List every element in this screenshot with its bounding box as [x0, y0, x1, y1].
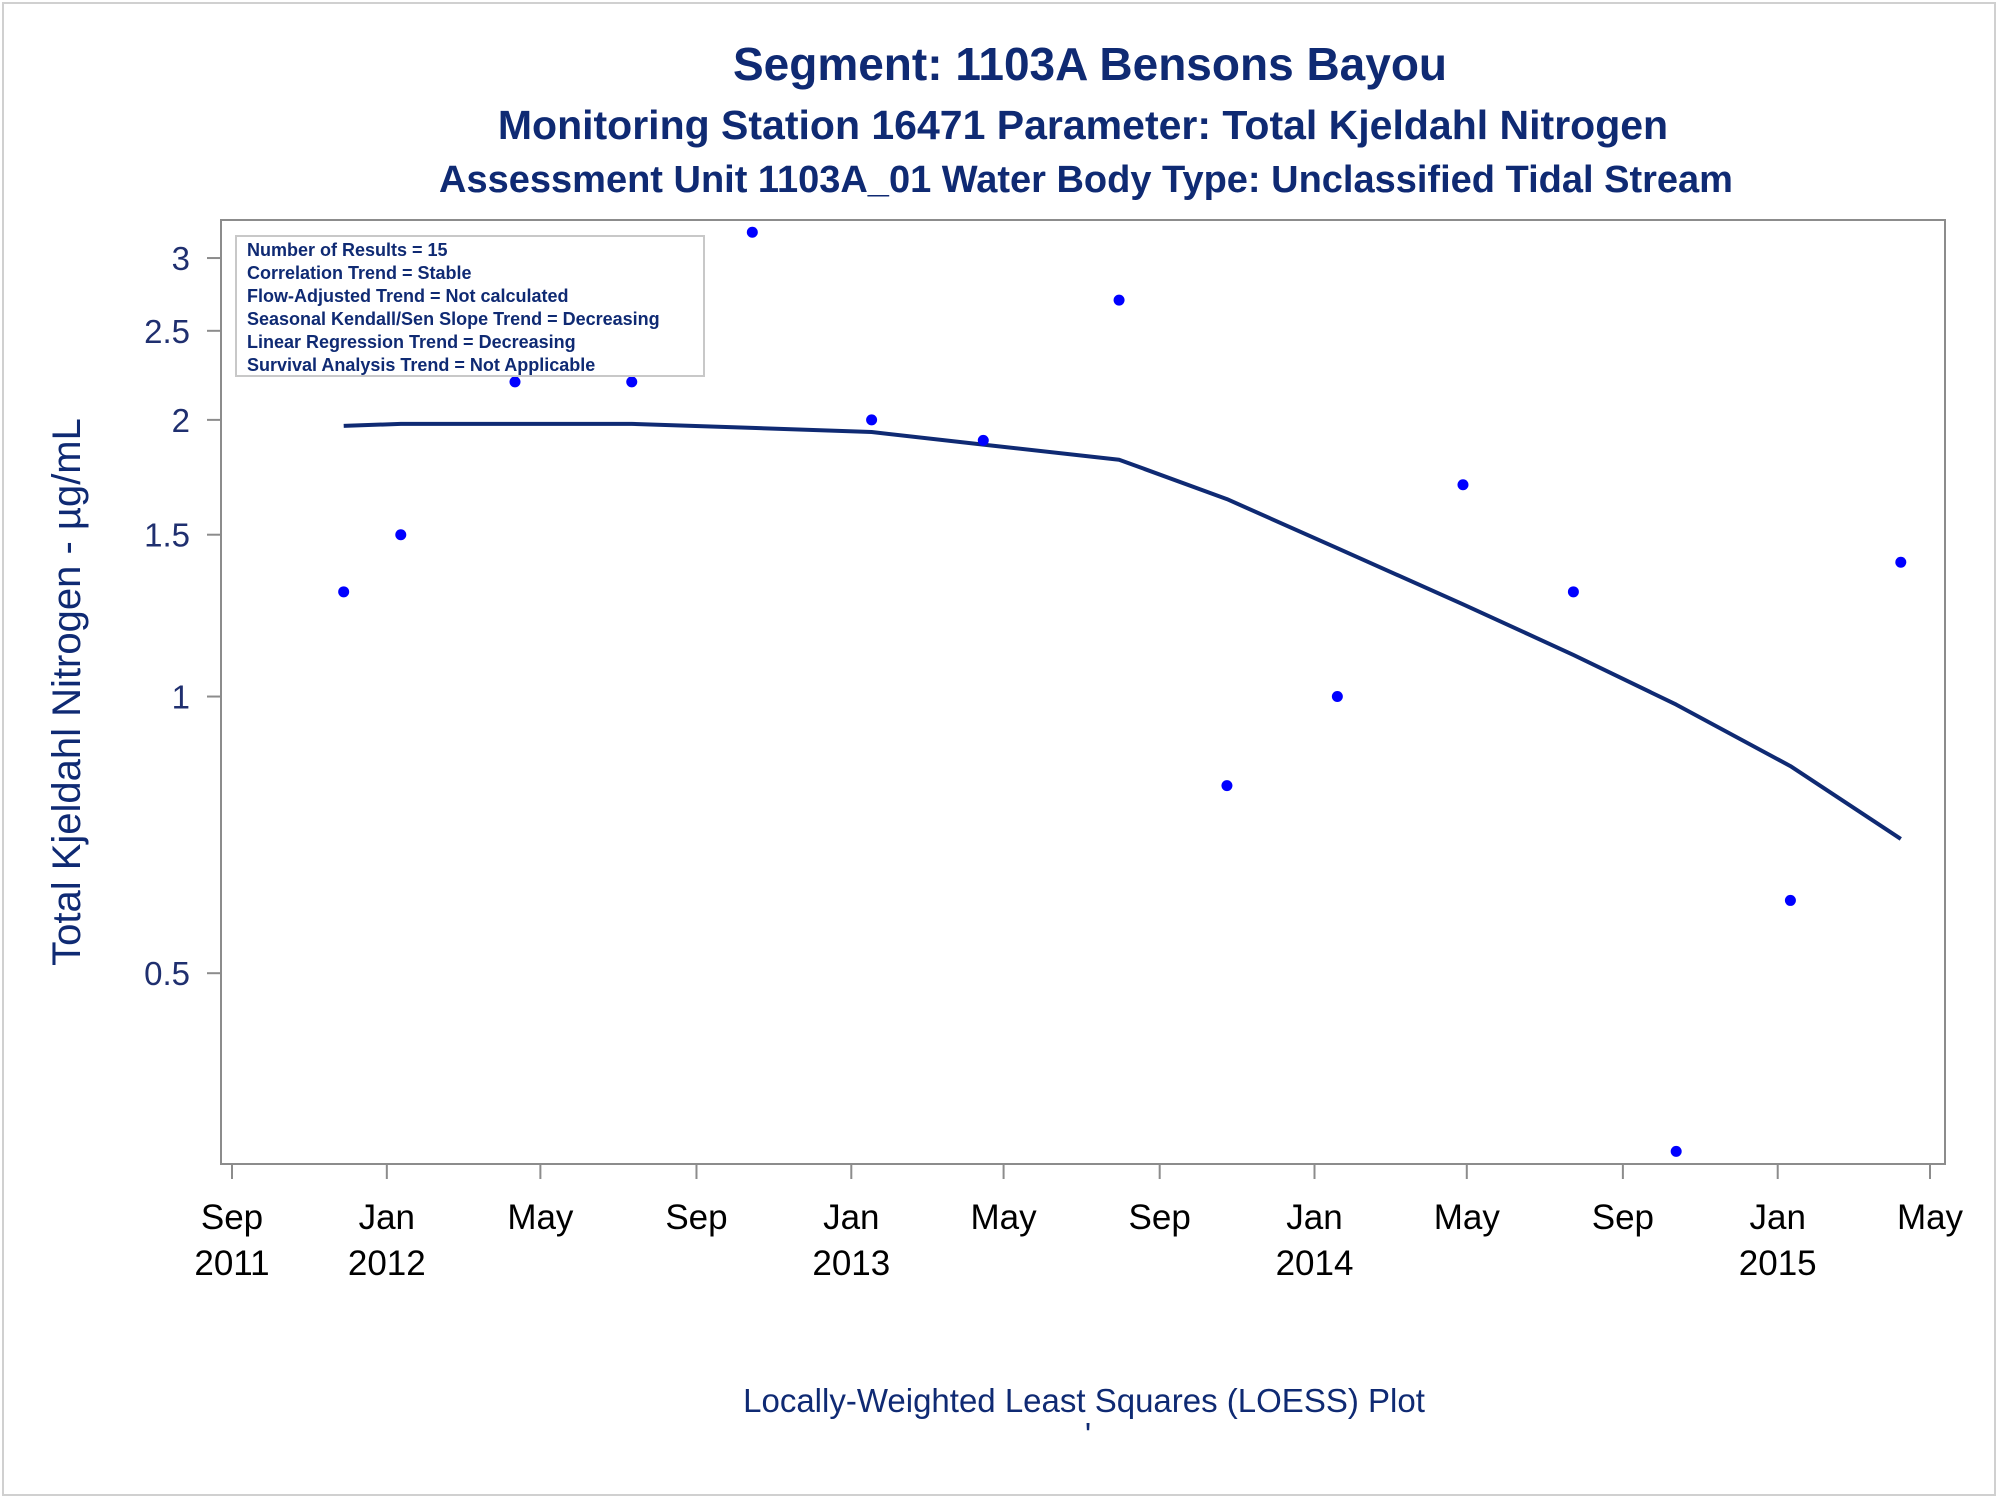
y-axis: 0.5 1 1.5 2 2.5 3 — [144, 240, 221, 992]
y-tick-label: 1 — [172, 679, 190, 716]
footnote-mark: ' — [1085, 1416, 1091, 1453]
data-point — [395, 529, 407, 541]
x-tick-year: 2015 — [1739, 1244, 1817, 1283]
legend-entry: Seasonal Kendall/Sen Slope Trend = Decre… — [247, 309, 660, 329]
data-point — [626, 376, 638, 388]
y-tick-label: 1.5 — [144, 517, 190, 554]
chart-subtitle: Monitoring Station 16471 Parameter: Tota… — [498, 102, 1668, 148]
x-tick-month: Jan — [359, 1198, 415, 1237]
x-tick-month: May — [1434, 1198, 1501, 1237]
data-point — [1331, 691, 1343, 703]
legend-entry: Number of Results = 15 — [247, 240, 448, 260]
chart-subtitle-2: Assessment Unit 1103A_01 Water Body Type… — [439, 159, 1733, 201]
data-point — [1113, 294, 1125, 306]
loess-line — [343, 421, 1902, 841]
y-tick-label: 2.5 — [144, 313, 190, 350]
legend-box: Number of Results = 15 Correlation Trend … — [235, 235, 705, 377]
legend-entry: Flow-Adjusted Trend = Not calculated — [247, 286, 569, 306]
data-point — [1221, 780, 1233, 792]
data-series — [338, 226, 1907, 1157]
x-tick-month: Sep — [665, 1198, 727, 1237]
x-tick-month: Jan — [1286, 1198, 1342, 1237]
data-point — [1457, 479, 1469, 491]
data-point — [866, 414, 878, 426]
legend-entry: Survival Analysis Trend = Not Applicable — [247, 355, 595, 375]
data-point — [746, 226, 758, 238]
data-point — [1567, 586, 1579, 598]
y-tick-label: 3 — [172, 240, 190, 277]
y-tick-label: 0.5 — [144, 955, 190, 992]
x-tick-year: 2011 — [194, 1244, 269, 1283]
x-tick-month: Jan — [1749, 1198, 1805, 1237]
x-axis: Sep 2011 Jan 2012 May Sep Jan 2013 May Sep Jan 2014… — [194, 1163, 1964, 1283]
data-point — [338, 586, 350, 598]
y-tick-label: 2 — [172, 402, 190, 439]
data-point — [1784, 894, 1796, 906]
data-point — [1670, 1145, 1682, 1157]
y-axis-label: Total Kjeldahl Nitrogen - µg/mL — [45, 418, 89, 966]
data-point — [977, 434, 989, 446]
x-tick-month: Sep — [201, 1198, 263, 1237]
legend-border — [235, 235, 705, 377]
x-tick-year: 2012 — [348, 1244, 426, 1283]
data-point — [509, 376, 521, 388]
legend-entry: Correlation Trend = Stable — [247, 263, 472, 283]
x-tick-month: May — [971, 1198, 1038, 1237]
legend-entry: Linear Regression Trend = Decreasing — [247, 332, 576, 352]
x-tick-year: 2013 — [812, 1244, 890, 1283]
x-tick-month: Sep — [1129, 1198, 1191, 1237]
x-tick-month: May — [507, 1198, 574, 1237]
x-tick-month: May — [1897, 1198, 1964, 1237]
x-tick-month: Jan — [823, 1198, 879, 1237]
data-point — [1895, 556, 1907, 568]
x-tick-month: Sep — [1592, 1198, 1654, 1237]
x-tick-year: 2014 — [1276, 1244, 1354, 1283]
chart-title: Segment: 1103A Bensons Bayou — [733, 38, 1447, 90]
x-axis-label: Locally-Weighted Least Squares (LOESS) P… — [743, 1382, 1425, 1419]
